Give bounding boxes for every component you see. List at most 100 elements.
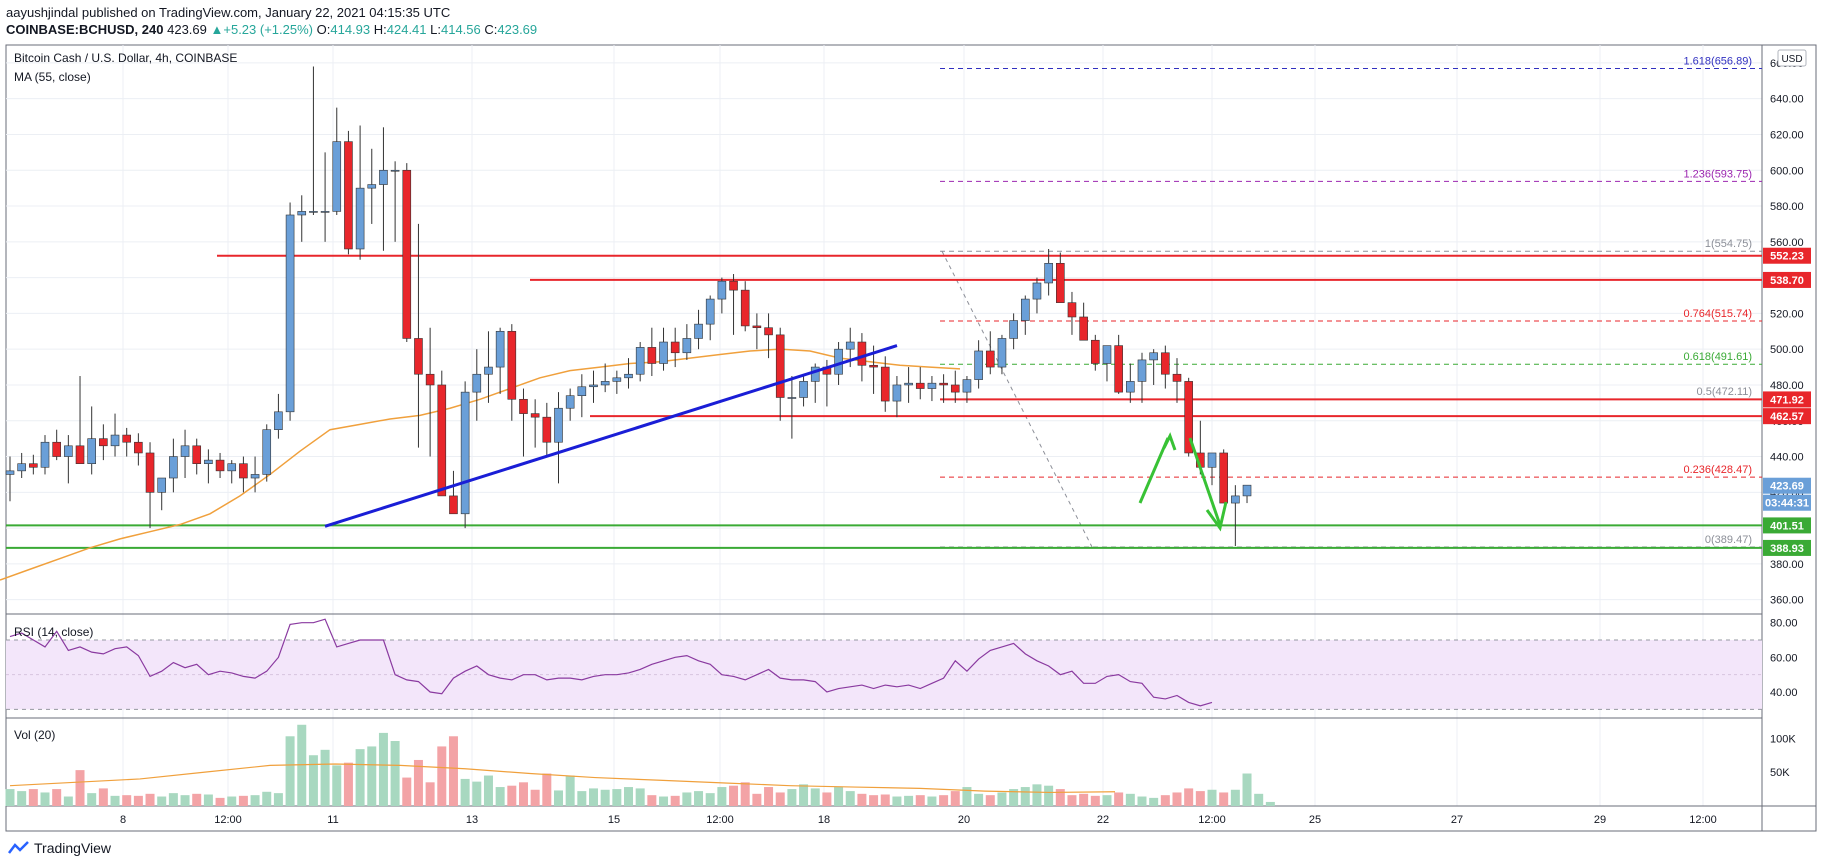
fib-level-label: 1(554.75) — [1705, 238, 1752, 250]
candle-up — [577, 386, 587, 397]
low-label: L: — [430, 22, 441, 37]
volume-bar — [227, 796, 237, 806]
level-price-badge: 401.51 — [1770, 520, 1804, 532]
brand-text: TradingView — [34, 840, 112, 856]
ma-legend: MA (55, close) — [14, 70, 91, 84]
publisher-name[interactable]: aayushjindal — [6, 5, 79, 20]
volume-bar — [682, 792, 692, 806]
volume-bar — [1090, 795, 1100, 806]
volume-bar — [834, 787, 844, 806]
countdown-badge-bg — [1763, 494, 1811, 511]
volume-bar — [425, 782, 435, 806]
candle-up — [1231, 495, 1240, 504]
trendline-layer — [324, 344, 898, 528]
volume-bar — [694, 791, 704, 806]
candle-down — [869, 364, 878, 368]
time-tick: 15 — [608, 814, 620, 826]
volume-bar — [75, 770, 85, 806]
volume-bar — [133, 795, 143, 806]
candle-up — [169, 456, 178, 479]
rsi-tick: 60.00 — [1770, 652, 1798, 664]
time-tick: 8 — [120, 814, 126, 826]
candle-up — [787, 397, 797, 399]
candle-down — [775, 334, 785, 398]
candle-up — [1020, 298, 1030, 321]
candle-up — [320, 211, 330, 213]
candle-down — [729, 280, 738, 291]
high-value: 424.41 — [386, 22, 427, 37]
volume-bar — [1160, 795, 1170, 806]
candle-down — [145, 452, 155, 493]
volume-bar — [273, 793, 283, 806]
volume-bar — [985, 795, 995, 806]
volume-bar — [215, 797, 225, 806]
rsi-legend: RSI (14, close) — [14, 625, 93, 639]
volume-bar — [390, 741, 400, 806]
volume-bar — [1242, 773, 1252, 806]
volume-bar — [1195, 791, 1205, 806]
price-tick: 380.00 — [1770, 559, 1804, 571]
volume-bar — [157, 796, 167, 806]
support-trendline — [324, 344, 898, 528]
published-text: published on TradingView.com, January 22… — [81, 5, 451, 20]
candle-down — [670, 341, 680, 354]
candle-up — [40, 441, 50, 468]
candle-up — [1044, 262, 1053, 284]
volume-bar — [624, 787, 634, 806]
rsi-tick: 80.00 — [1770, 618, 1798, 630]
volume-bar — [915, 795, 925, 806]
candle-down — [857, 341, 867, 366]
candle-down — [880, 366, 890, 402]
candle-up — [250, 474, 260, 479]
volume-bar — [740, 782, 750, 806]
level-price-badge-bg — [1763, 271, 1811, 288]
volume-bar — [87, 793, 97, 806]
volume-bar — [1020, 787, 1030, 806]
last-price-text: 423.69 — [167, 22, 207, 37]
price-tick: 560.00 — [1770, 237, 1804, 249]
volume-bar — [1067, 795, 1077, 806]
tradingview-logo[interactable]: TradingView — [8, 840, 111, 856]
up-arrowhead-icon — [1162, 432, 1177, 451]
level-price-badge: 471.92 — [1770, 394, 1804, 406]
volume-bar — [600, 789, 610, 806]
price-tick: 580.00 — [1770, 201, 1804, 213]
volume-bar — [1125, 793, 1135, 806]
volume-bar — [659, 796, 669, 806]
vol-legend: Vol (20) — [14, 728, 55, 742]
volume-bar — [460, 778, 470, 806]
candle-up — [635, 347, 645, 375]
candle-down — [402, 169, 412, 339]
down-arrowhead-icon — [1205, 501, 1228, 532]
level-price-badge-bg — [1763, 517, 1811, 534]
candle-up — [694, 323, 703, 339]
tradingview-icon — [8, 841, 29, 854]
volume-bar — [577, 791, 587, 806]
candle-up — [87, 438, 96, 464]
volume-bar — [1149, 797, 1159, 806]
candle-up — [5, 470, 15, 475]
candle-up — [659, 341, 668, 364]
low-value: 414.56 — [440, 22, 481, 37]
candle-up — [1032, 282, 1042, 300]
candle-up — [600, 381, 610, 386]
candle-up — [1242, 484, 1252, 497]
volume-bar — [997, 792, 1007, 806]
volume-bar — [822, 792, 832, 806]
candle-up — [262, 429, 272, 475]
price-axis: 360.00380.00400.00420.00440.00460.00480.… — [1763, 58, 1811, 607]
last-price-badge: 423.69 — [1770, 481, 1804, 493]
candle-up — [332, 141, 342, 212]
price-tick: 600.00 — [1770, 165, 1804, 177]
fib-level-label: 0.618(491.61) — [1684, 351, 1753, 363]
volume-bar — [437, 746, 447, 806]
volume-bar — [589, 788, 598, 806]
volume-bar — [122, 795, 132, 806]
volume-bar — [1009, 789, 1019, 806]
volume-bar — [565, 775, 575, 806]
chart-frame — [5, 44, 1817, 832]
fib-level-label: 0.236(428.47) — [1684, 464, 1753, 476]
currency-badge[interactable] — [1777, 49, 1807, 67]
volume-bar — [670, 795, 680, 806]
